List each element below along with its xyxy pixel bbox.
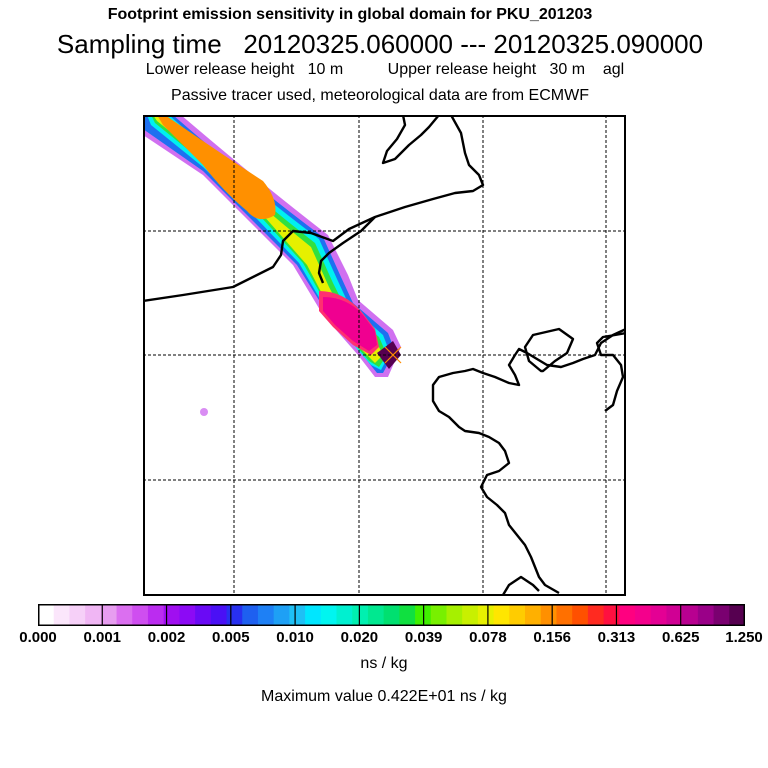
color-scale-segment [85,604,102,626]
emission-plume [143,115,401,377]
color-scale-tick-label: 0.000 [19,629,57,646]
color-scale-segment [257,604,275,626]
color-scale-tick-label: 0.001 [83,629,122,646]
color-scale-segment [195,604,212,626]
coastlines [143,115,626,596]
color-scale-segment [116,604,133,626]
plume-orange [157,115,276,220]
color-scale-tick-label: 0.625 [661,629,700,646]
color-scale-segment [666,604,683,626]
release-height-subtitle: Lower release height 10 m Upper release … [145,61,625,78]
color-scale-segment [352,604,369,626]
color-scale-segment [493,604,510,626]
color-scale-tick-label: 1.250 [725,629,763,646]
color-scale-tick-label: 0.156 [533,629,571,646]
color-scale-segment [446,604,463,626]
color-scale-segment [100,604,118,626]
color-scale-segment [462,604,479,626]
color-scale-segment [540,604,558,626]
color-scale-tick-label: 0.002 [147,629,186,646]
color-scale-segment [226,604,243,626]
color-scale-segment [713,604,730,626]
color-scale-segment [305,604,322,626]
color-scale-segment [572,604,589,626]
color-scale-segment [163,604,180,626]
color-scale-segment [69,604,86,626]
color-scale-segment [509,604,526,626]
color-scale-bar [38,604,745,626]
color-scale-tick-label: 0.078 [469,629,507,646]
color-scale-segment [477,604,495,626]
footprint-map [143,115,626,596]
color-scale-segment [619,604,636,626]
color-scale-tick-label: 0.039 [404,629,443,646]
map-frame [143,115,626,596]
lat-lon-grid [143,115,626,596]
color-scale-tick-label: 0.010 [276,629,314,646]
sampling-time-title: Sampling time 20120325.060000 --- 201203… [56,29,704,59]
tracer-info-subtitle: Passive tracer used, meteorological data… [171,87,589,104]
color-scale-segment [697,604,715,626]
color-scale-segment [729,604,745,626]
map-title: Footprint emission sensitivity in global… [107,6,593,23]
color-scale-segment [383,604,400,626]
color-scale-segment [635,604,652,626]
color-scale-segment [525,604,542,626]
receptor-marker [384,346,402,364]
color-scale-segment [430,604,448,626]
color-scale-tick-label: 0.005 [212,629,250,646]
color-scale-segment [38,604,55,626]
color-scale-segment [53,604,71,626]
color-scale-tick-label: 0.313 [597,629,636,646]
color-scale-segment [603,604,620,626]
color-scale-segment [210,604,228,626]
color-scale-segment [587,604,605,626]
units-label: ns / kg [360,655,408,672]
color-scale-tick-label: 0.020 [340,629,379,646]
color-scale-segment [336,604,353,626]
color-scale-segment [320,604,338,626]
color-scale-segment [682,604,699,626]
color-scale-segment [242,604,259,626]
color-scale-segment [273,604,290,626]
color-scale-segment [132,604,149,626]
color-scale-segment [650,604,668,626]
plume-magenta [323,297,377,351]
color-scale-segment [367,604,385,626]
color-scale-segment [147,604,165,626]
color-scale-segment [399,604,416,626]
color-scale-segment [179,604,196,626]
isolated-pixel [200,408,208,416]
color-scale-segment [556,604,573,626]
maximum-value-label: Maximum value 0.422E+01 ns / kg [261,688,507,705]
color-scale-frame [38,604,745,626]
color-scale-segment [289,604,306,626]
